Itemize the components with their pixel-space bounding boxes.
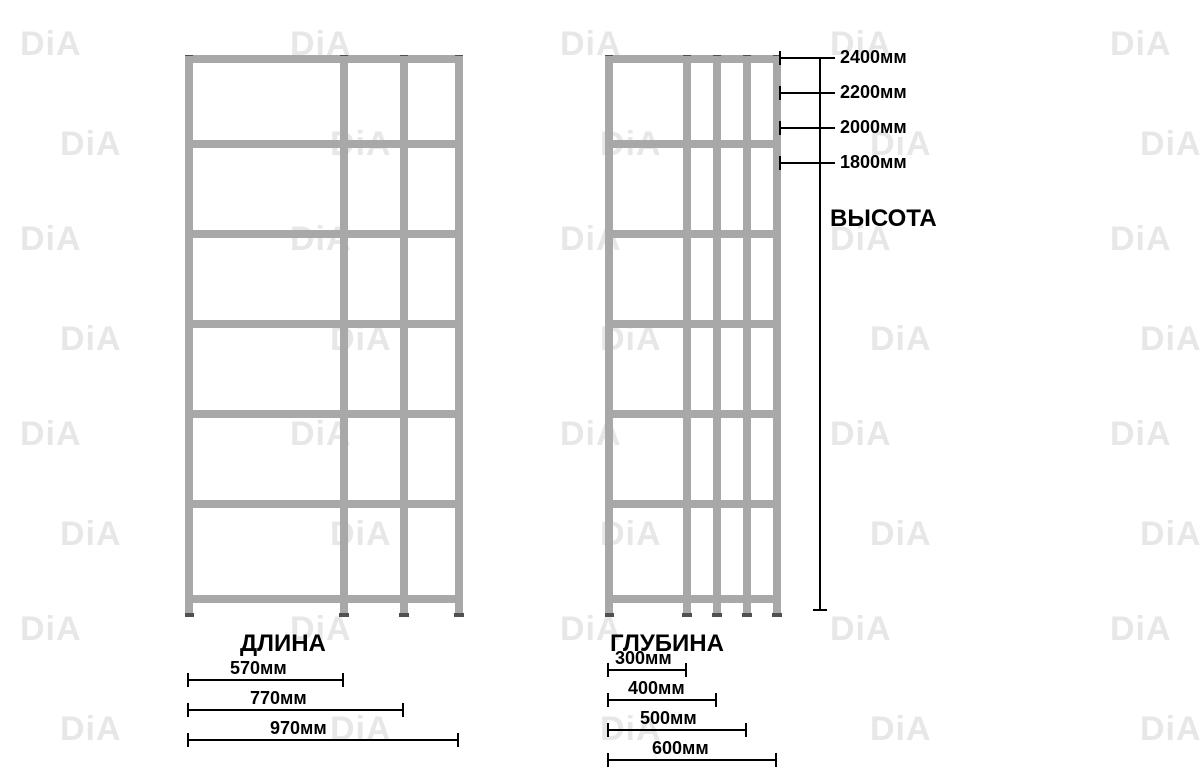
dim-label: 500мм [640,708,697,729]
watermark-text: DiA [1140,710,1200,749]
watermark-text: DiA [1110,610,1172,649]
dim-label: 400мм [628,678,685,699]
watermark-text: DiA [870,320,932,359]
watermark-text: DiA [330,710,392,749]
height-dimensions [0,0,1200,780]
watermark-text: DiA [60,320,122,359]
dim-label: 600мм [652,738,709,759]
watermark-text: DiA [830,610,892,649]
rack-length-view [185,55,475,623]
length-dimensions [0,0,1200,780]
dim-label: 770мм [250,688,307,709]
dim-label: 300мм [615,648,672,669]
watermark-text: DiA [60,710,122,749]
dim-label: 970мм [270,718,327,739]
height-title: ВЫСОТА [830,205,937,233]
height-dim-label: 2000мм [840,117,907,138]
height-dim-label: 2400мм [840,47,907,68]
height-dim-label: 2200мм [840,82,907,103]
watermark-text: DiA [20,415,82,454]
rack-depth-view [605,55,793,623]
watermark-text: DiA [870,710,932,749]
depth-dimensions [0,0,1200,780]
watermark-text: DiA [20,25,82,64]
watermark-text: DiA [20,610,82,649]
watermark-text: DiA [60,515,122,554]
watermark-text: DiA [870,515,932,554]
watermark-text: DiA [830,415,892,454]
length-title: ДЛИНА [240,630,326,658]
watermark-text: DiA [1110,25,1172,64]
watermark-text: DiA [20,220,82,259]
watermark-text: DiA [1110,220,1172,259]
watermark-text: DiA [60,125,122,164]
dim-label: 570мм [230,658,287,679]
watermark-text: DiA [1140,125,1200,164]
watermark-text: DiA [1140,320,1200,359]
watermark-text: DiA [1110,415,1172,454]
watermark-text: DiA [1140,515,1200,554]
height-dim-label: 1800мм [840,152,907,173]
